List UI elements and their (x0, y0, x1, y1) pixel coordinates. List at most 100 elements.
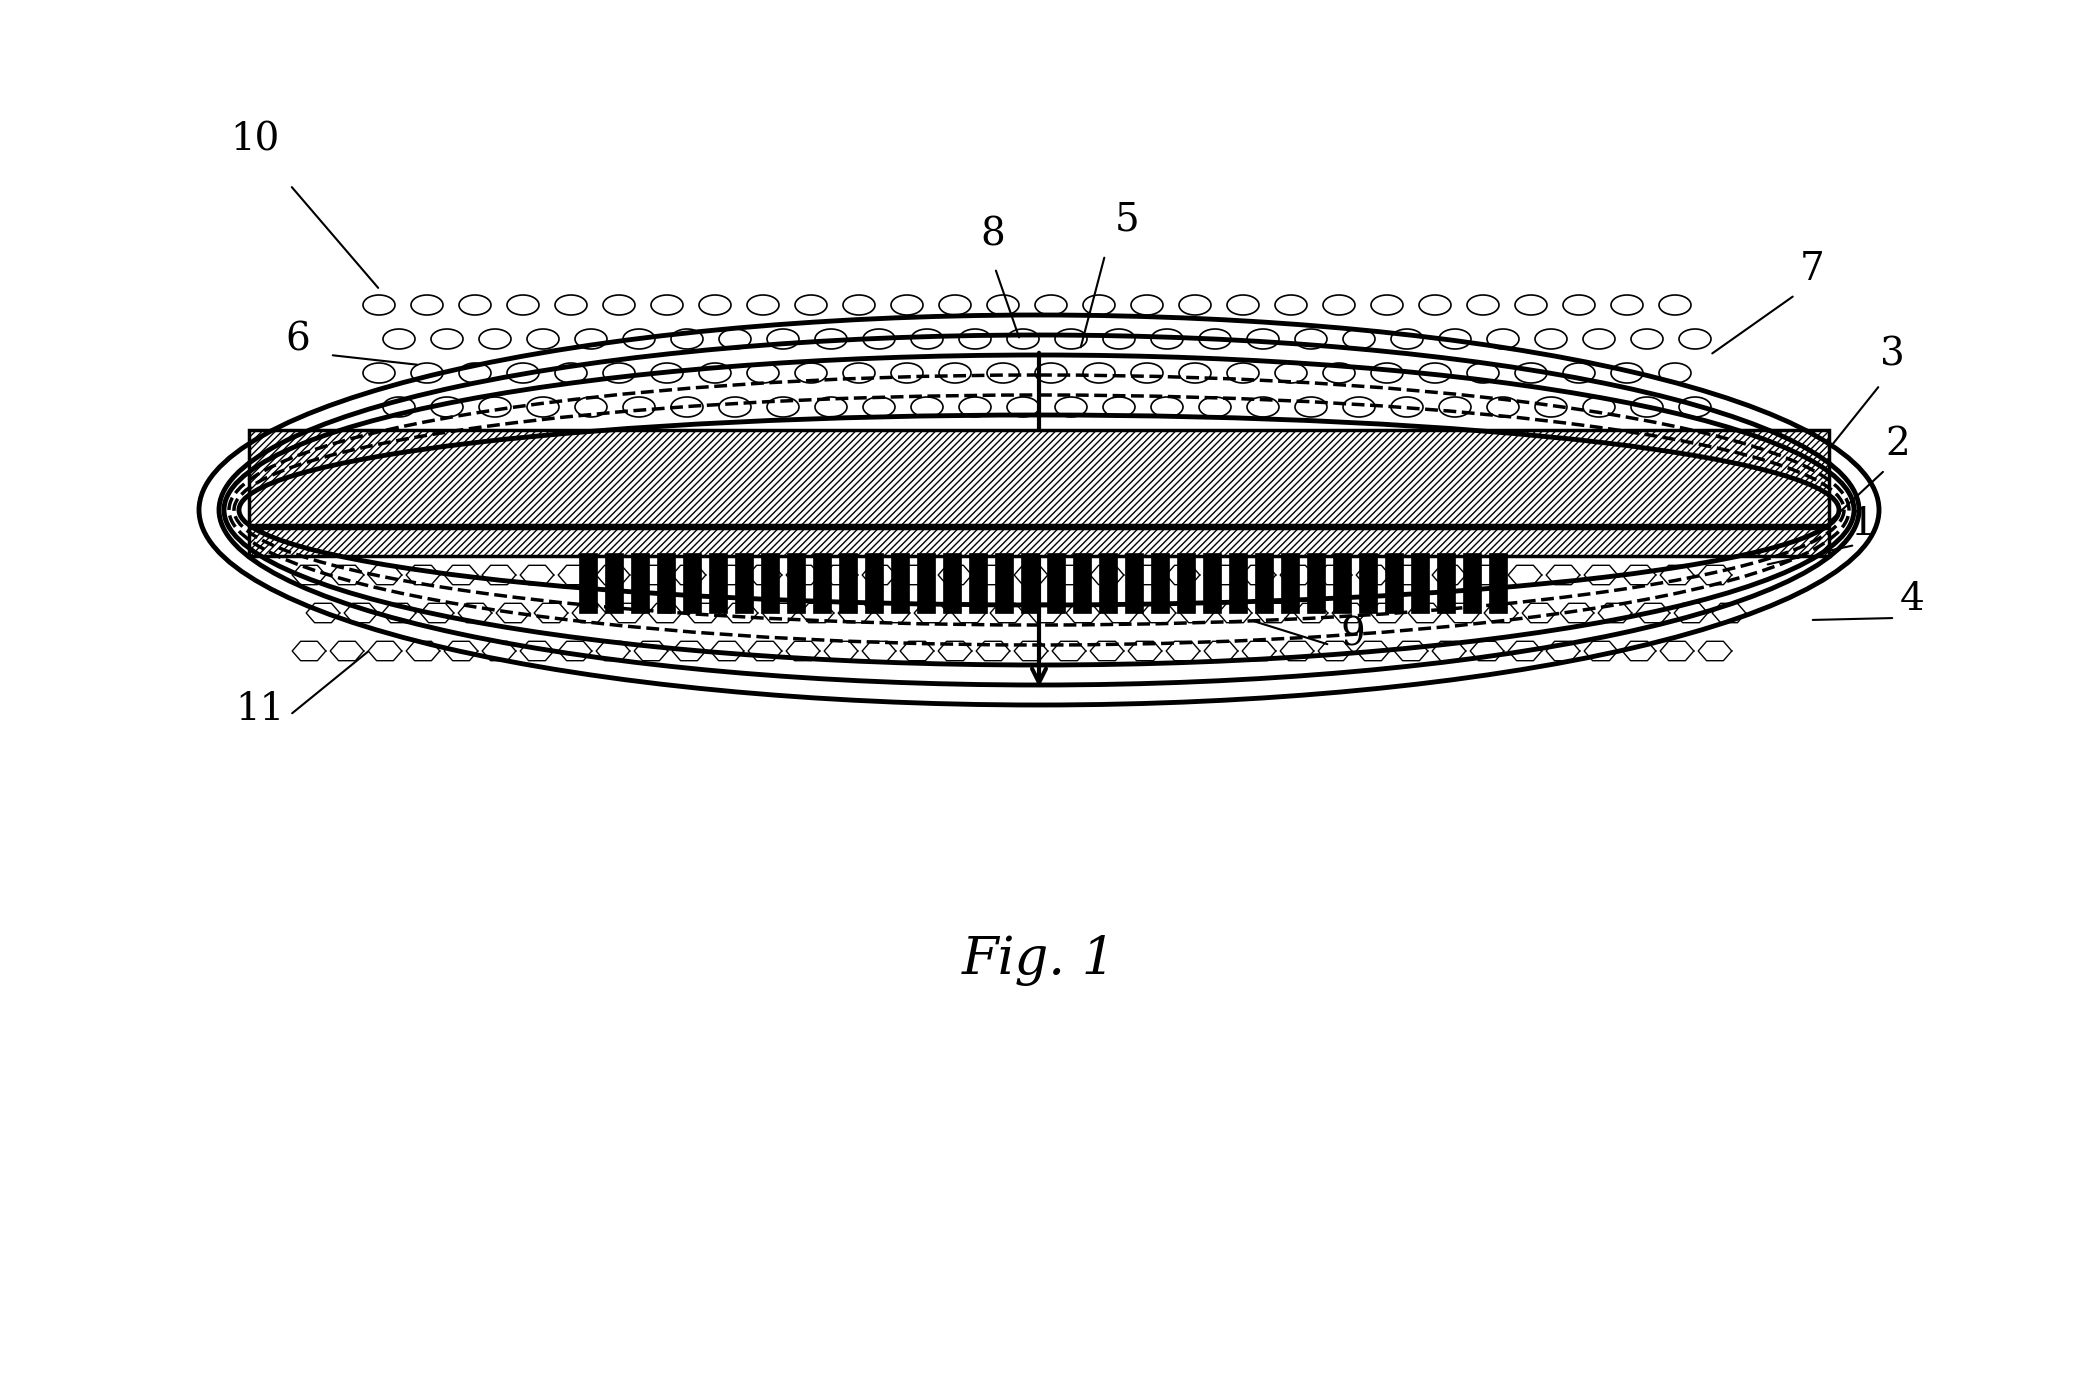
Bar (632, 553, 648, 613)
Ellipse shape (1056, 329, 1087, 349)
Ellipse shape (1199, 398, 1230, 417)
Ellipse shape (528, 329, 559, 349)
Ellipse shape (987, 295, 1018, 316)
Ellipse shape (1631, 329, 1662, 349)
Ellipse shape (910, 398, 943, 417)
Ellipse shape (1130, 295, 1164, 316)
Bar (1307, 553, 1326, 613)
Ellipse shape (796, 363, 827, 384)
Bar (943, 553, 960, 613)
Text: 4: 4 (1899, 581, 1924, 619)
Ellipse shape (1276, 295, 1307, 316)
Bar (709, 553, 727, 613)
Ellipse shape (1008, 329, 1039, 349)
Ellipse shape (430, 329, 463, 349)
Bar (684, 553, 700, 613)
Ellipse shape (844, 363, 875, 384)
Bar (1099, 553, 1118, 613)
Bar (249, 430, 1829, 525)
Bar (1332, 553, 1351, 613)
Bar (1047, 553, 1066, 613)
Ellipse shape (650, 363, 684, 384)
Ellipse shape (1467, 363, 1498, 384)
Bar (788, 553, 804, 613)
Bar (249, 430, 1829, 525)
Ellipse shape (1008, 398, 1039, 417)
Ellipse shape (382, 329, 416, 349)
Text: 9: 9 (1340, 616, 1365, 653)
Ellipse shape (430, 398, 463, 417)
Ellipse shape (1658, 363, 1691, 384)
Ellipse shape (480, 398, 511, 417)
Ellipse shape (1199, 329, 1230, 349)
Bar (864, 553, 883, 613)
Ellipse shape (719, 398, 750, 417)
Ellipse shape (1295, 329, 1328, 349)
Ellipse shape (719, 329, 750, 349)
Bar (1151, 553, 1170, 613)
Ellipse shape (603, 363, 636, 384)
Text: Fig. 1: Fig. 1 (962, 934, 1116, 986)
Ellipse shape (528, 398, 559, 417)
Ellipse shape (1226, 295, 1259, 316)
Bar (580, 553, 596, 613)
Ellipse shape (891, 295, 923, 316)
Ellipse shape (1536, 329, 1567, 349)
Ellipse shape (960, 329, 991, 349)
Bar (891, 553, 908, 613)
Ellipse shape (1563, 295, 1596, 316)
Text: 11: 11 (235, 691, 285, 728)
Ellipse shape (459, 295, 490, 316)
Ellipse shape (1583, 398, 1615, 417)
Bar (1203, 553, 1222, 613)
Ellipse shape (650, 295, 684, 316)
Ellipse shape (815, 398, 848, 417)
Ellipse shape (1467, 295, 1498, 316)
Ellipse shape (1658, 295, 1691, 316)
Ellipse shape (1151, 398, 1182, 417)
Ellipse shape (1536, 398, 1567, 417)
Bar (1255, 553, 1274, 613)
Ellipse shape (910, 329, 943, 349)
Ellipse shape (844, 295, 875, 316)
Ellipse shape (1515, 363, 1546, 384)
Ellipse shape (507, 295, 538, 316)
Ellipse shape (1419, 295, 1450, 316)
Ellipse shape (364, 295, 395, 316)
Bar (1490, 553, 1507, 613)
Text: 7: 7 (1800, 252, 1824, 288)
Ellipse shape (623, 329, 655, 349)
Ellipse shape (1631, 398, 1662, 417)
Bar (1072, 553, 1091, 613)
Ellipse shape (1583, 329, 1615, 349)
Ellipse shape (1438, 329, 1471, 349)
Bar (657, 553, 675, 613)
Bar (1463, 553, 1482, 613)
Bar (916, 553, 935, 613)
Bar (812, 553, 831, 613)
Bar (736, 553, 752, 613)
Ellipse shape (1035, 363, 1066, 384)
Ellipse shape (1563, 363, 1596, 384)
Text: 8: 8 (981, 215, 1006, 253)
Bar (1411, 553, 1430, 613)
Ellipse shape (1390, 329, 1423, 349)
Text: 10: 10 (231, 121, 278, 158)
Ellipse shape (1324, 295, 1355, 316)
Ellipse shape (1679, 329, 1710, 349)
Ellipse shape (671, 398, 702, 417)
Ellipse shape (1610, 363, 1644, 384)
Ellipse shape (796, 295, 827, 316)
Ellipse shape (862, 398, 896, 417)
Ellipse shape (1083, 363, 1116, 384)
Ellipse shape (1130, 363, 1164, 384)
Ellipse shape (1515, 295, 1546, 316)
Ellipse shape (1488, 329, 1519, 349)
Ellipse shape (987, 363, 1018, 384)
Bar (249, 528, 1829, 556)
Ellipse shape (1276, 363, 1307, 384)
Ellipse shape (1342, 329, 1376, 349)
Ellipse shape (767, 398, 800, 417)
Ellipse shape (507, 363, 538, 384)
Ellipse shape (555, 363, 586, 384)
